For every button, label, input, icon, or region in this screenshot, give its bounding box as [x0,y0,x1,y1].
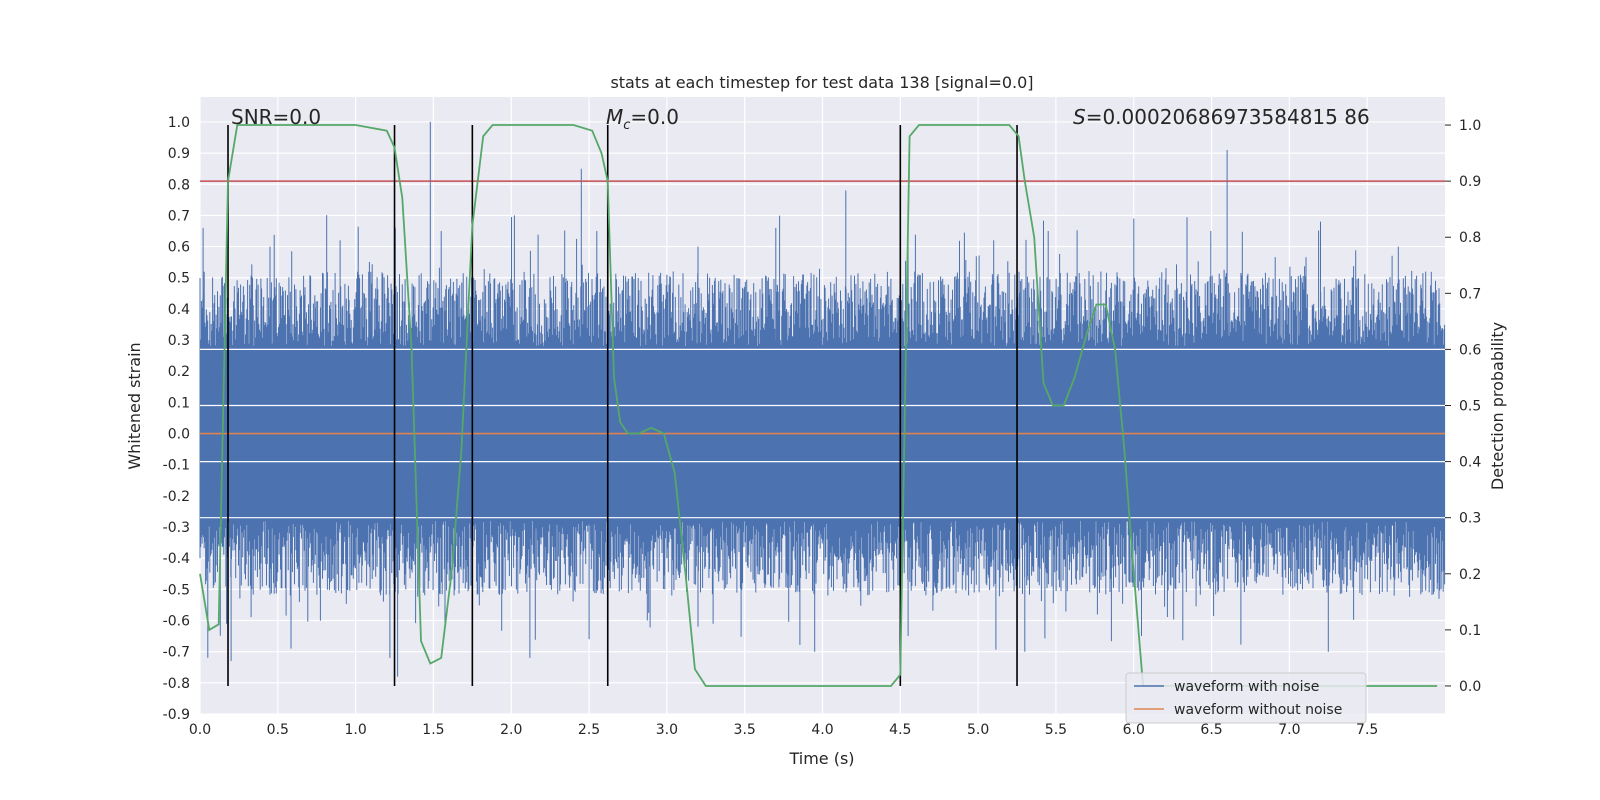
s-symbol: S [1073,105,1086,129]
right-axis-tick-label: 0.9 [1459,174,1481,190]
y-tick-label: -0.7 [163,645,190,661]
y-tick-label: 0.3 [168,333,190,349]
mc-annotation: Mc=0.0 [606,105,679,133]
x-tick-label: 6.5 [1200,722,1222,738]
right-axis-tick-label: 0.1 [1459,623,1481,639]
s-value: =0.00020686973584815 86 [1086,105,1370,129]
right-axis-tick-label: 0.2 [1459,567,1481,583]
snr-annotation: SNR=0.0 [231,105,321,129]
x-tick-label: 0.0 [189,722,211,738]
x-tick-label: 0.5 [267,722,289,738]
x-tick-label: 2.5 [578,722,600,738]
detection-probability-line [199,124,1438,687]
y-tick-label: -0.6 [163,614,190,630]
y-tick-label: 0.2 [168,364,190,380]
chart-title: stats at each timestep for test data 138… [610,73,1033,92]
x-axis-label: Time (s) [788,749,854,768]
right-axis-tick-label: 0.5 [1459,399,1481,415]
right-axis-tick-label: 1.0 [1459,118,1481,134]
right-axis-label: Detection probability [1488,322,1507,490]
y-tick-label: -0.8 [163,676,190,692]
mc-value: =0.0 [630,105,679,129]
legend-box [1125,672,1367,724]
y-tick-label: 0.7 [168,208,190,224]
right-axis-tick-label: 0.0 [1459,679,1481,695]
right-axis-tick-label: 0.4 [1459,455,1481,471]
x-tick-label: 1.0 [344,722,366,738]
x-tick-label: 6.0 [1123,722,1145,738]
x-tick-label: 1.5 [422,722,444,738]
y-tick-label: 0.1 [168,395,190,411]
y-tick-label: 0.9 [168,146,190,162]
right-axis-tick-label: 0.8 [1459,230,1481,246]
mc-subscript: c [623,118,630,133]
y-tick-label: -0.2 [163,489,190,505]
y-tick-label: -0.9 [163,707,190,723]
x-tick-label: 4.5 [889,722,911,738]
y-tick-label: 0.6 [168,240,190,256]
right-axis-ticks: 1.0 0.9 0.8 0.7 0.6 0.5 0.4 0.3 0.2 0.1 0.0 [1445,118,1481,695]
legend-label-clean: waveform without noise [1174,702,1342,718]
y-tick-label: -0.1 [163,458,190,474]
legend-label-noise: waveform with noise [1174,679,1319,695]
s-annotation: S=0.00020686973584815 86 [1073,105,1370,129]
y-tick-label: 0.0 [168,427,190,443]
y-axis-ticks: 1.0 0.9 0.8 0.7 0.6 0.5 0.4 0.3 0.2 0.1 0.0 -0.1 -0.… [163,115,190,723]
x-tick-label: 5.5 [1045,722,1067,738]
legend: waveform with noise waveform without noi… [1125,672,1367,724]
x-tick-label: 5.0 [967,722,989,738]
y-tick-label: 0.4 [168,302,190,318]
x-tick-label: 3.5 [734,722,756,738]
y-tick-label: -0.5 [163,582,190,598]
right-axis-tick-label: 0.6 [1459,342,1481,358]
y-tick-label: -0.4 [163,551,190,567]
mc-symbol: M [606,105,623,129]
x-tick-label: 7.0 [1278,722,1300,738]
y-tick-label: 1.0 [168,115,190,131]
right-axis-tick-label: 0.3 [1459,511,1481,527]
y-tick-label: 0.5 [168,271,190,287]
y-tick-label: -0.3 [163,520,190,536]
x-tick-label: 7.5 [1356,722,1378,738]
y-tick-label: 0.8 [168,177,190,193]
x-tick-label: 2.0 [500,722,522,738]
right-axis-tick-label: 0.7 [1459,286,1481,302]
y-axis-label: Whitened strain [125,342,144,469]
x-tick-label: 4.0 [811,722,833,738]
x-axis-ticks: 0.0 0.5 1.0 1.5 2.0 2.5 3.0 3.5 4.0 4.5 5.0 5.5 6.0 6… [189,722,1378,738]
x-tick-label: 3.0 [656,722,678,738]
overlay-lines [199,124,1445,687]
